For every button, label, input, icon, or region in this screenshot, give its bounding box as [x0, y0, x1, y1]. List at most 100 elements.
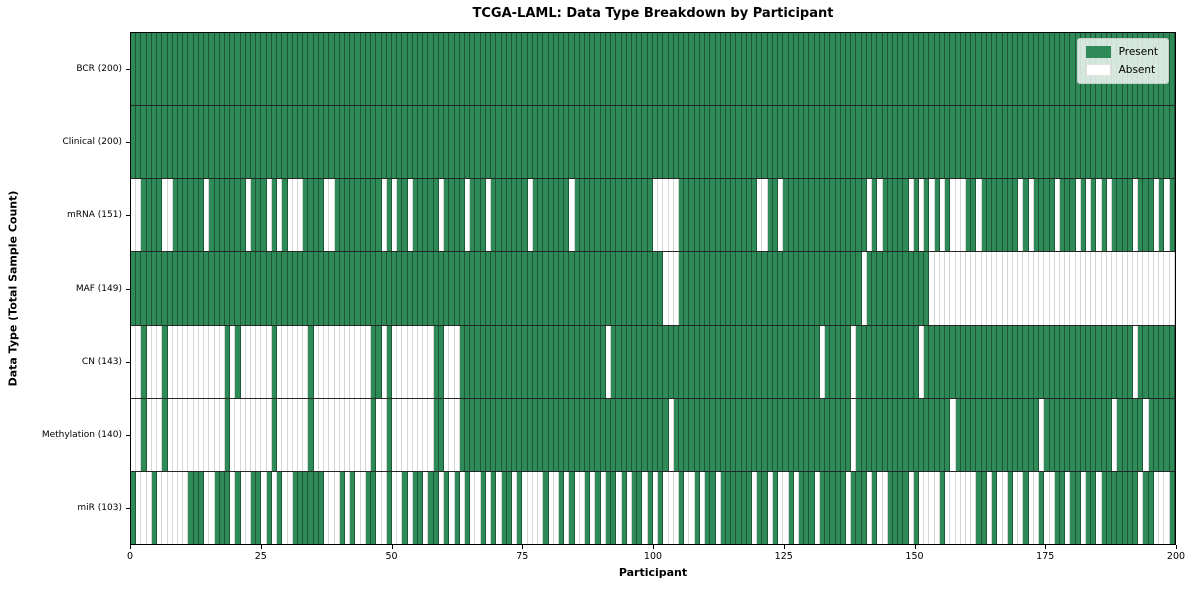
heatmap-cell — [261, 33, 267, 106]
heatmap-cell — [506, 179, 512, 252]
heatmap-cell — [752, 325, 758, 398]
heatmap-cell — [1059, 471, 1066, 544]
heatmap-cell — [224, 106, 231, 179]
heatmap-cell — [720, 252, 726, 325]
heatmap-cell — [209, 106, 215, 179]
heatmap-cell — [261, 471, 267, 544]
heatmap-cell — [652, 252, 659, 325]
heatmap-cell — [454, 252, 460, 325]
heatmap-cell — [517, 252, 523, 325]
heatmap-cell — [1159, 471, 1165, 544]
x-tick-mark — [391, 545, 393, 549]
legend: Present Absent — [1076, 38, 1169, 84]
heatmap-cell — [877, 398, 883, 471]
heatmap-cell — [360, 179, 366, 252]
heatmap-cell — [303, 325, 309, 398]
heatmap-cell — [872, 252, 878, 325]
heatmap-cell — [590, 252, 596, 325]
heatmap-cell — [245, 398, 252, 471]
heatmap-cell — [929, 325, 935, 398]
heatmap-cell — [684, 325, 690, 398]
heatmap-cell — [292, 33, 298, 106]
heatmap-cell — [412, 398, 419, 471]
heatmap-cell — [271, 325, 278, 398]
heatmap-cell — [1070, 471, 1076, 544]
heatmap-cell — [423, 325, 429, 398]
heatmap-cell — [851, 325, 857, 398]
heatmap-cell — [365, 179, 372, 252]
heatmap-cell — [449, 33, 455, 106]
heatmap-cell — [579, 325, 586, 398]
heatmap-cell — [1049, 179, 1055, 252]
heatmap-cell — [976, 179, 982, 252]
heatmap-cell — [1106, 471, 1113, 544]
heatmap-cell — [402, 179, 408, 252]
heatmap-cell — [292, 252, 298, 325]
heatmap-cell — [840, 471, 846, 544]
y-tick-label-BCR: BCR (200) — [76, 63, 122, 74]
heatmap-cell — [449, 252, 455, 325]
heatmap-cell — [1023, 398, 1029, 471]
heatmap-cell — [783, 325, 789, 398]
heatmap-cell — [240, 179, 246, 252]
heatmap-cell — [303, 252, 309, 325]
heatmap-cell — [553, 471, 559, 544]
heatmap-cell — [1049, 398, 1055, 471]
heatmap-cell — [1002, 398, 1008, 471]
heatmap-cell — [418, 179, 424, 252]
heatmap-cell — [266, 179, 272, 252]
heatmap-cell — [1153, 252, 1160, 325]
heatmap-cell — [997, 33, 1003, 106]
heatmap-cell — [517, 398, 523, 471]
heatmap-cell — [183, 252, 189, 325]
x-tick-label-75: 75 — [516, 551, 529, 562]
heatmap-cell — [344, 179, 351, 252]
heatmap-cell — [214, 398, 220, 471]
heatmap-cell — [825, 252, 831, 325]
heatmap-cell — [1039, 398, 1045, 471]
heatmap-cell — [652, 325, 659, 398]
heatmap-cell — [621, 398, 627, 471]
heatmap-cell — [1044, 471, 1050, 544]
heatmap-cell — [663, 398, 669, 471]
heatmap-cell — [224, 179, 231, 252]
heatmap-cell — [1070, 325, 1076, 398]
heatmap-cell — [376, 33, 382, 106]
heatmap-cell — [423, 33, 429, 106]
heatmap-cell — [673, 33, 679, 106]
heatmap-cell — [877, 252, 883, 325]
heatmap-cell — [626, 325, 632, 398]
y-tick-label-CN: CN (143) — [81, 356, 122, 367]
heatmap-cell — [731, 33, 737, 106]
heatmap-cell — [1033, 398, 1040, 471]
heatmap-cell — [397, 179, 403, 252]
heatmap-cell — [172, 471, 178, 544]
heatmap-cell — [1054, 325, 1060, 398]
heatmap-cell — [491, 179, 497, 252]
heatmap-cell — [251, 398, 257, 471]
heatmap-cell — [882, 471, 888, 544]
heatmap-cell — [939, 471, 946, 544]
heatmap-cell — [600, 398, 606, 471]
heatmap-cell — [1127, 252, 1133, 325]
heatmap-cell — [882, 179, 888, 252]
heatmap-cell — [684, 471, 690, 544]
heatmap-cell — [783, 106, 789, 179]
heatmap-cell — [538, 325, 544, 398]
heatmap-cell — [271, 252, 278, 325]
heatmap-cell — [1028, 325, 1034, 398]
heatmap-cell — [485, 471, 492, 544]
heatmap-cell — [538, 471, 544, 544]
heatmap-cell — [1023, 106, 1029, 179]
heatmap-cell — [877, 471, 883, 544]
heatmap-cell — [939, 252, 946, 325]
heatmap-cell — [637, 33, 643, 106]
heatmap-cell — [736, 33, 742, 106]
heatmap-cell — [141, 252, 147, 325]
heatmap-cell — [825, 179, 831, 252]
heatmap-cell — [136, 325, 142, 398]
heatmap-cell — [151, 398, 158, 471]
heatmap-cell — [287, 252, 293, 325]
heatmap-cell — [423, 471, 429, 544]
heatmap-cell — [219, 252, 225, 325]
